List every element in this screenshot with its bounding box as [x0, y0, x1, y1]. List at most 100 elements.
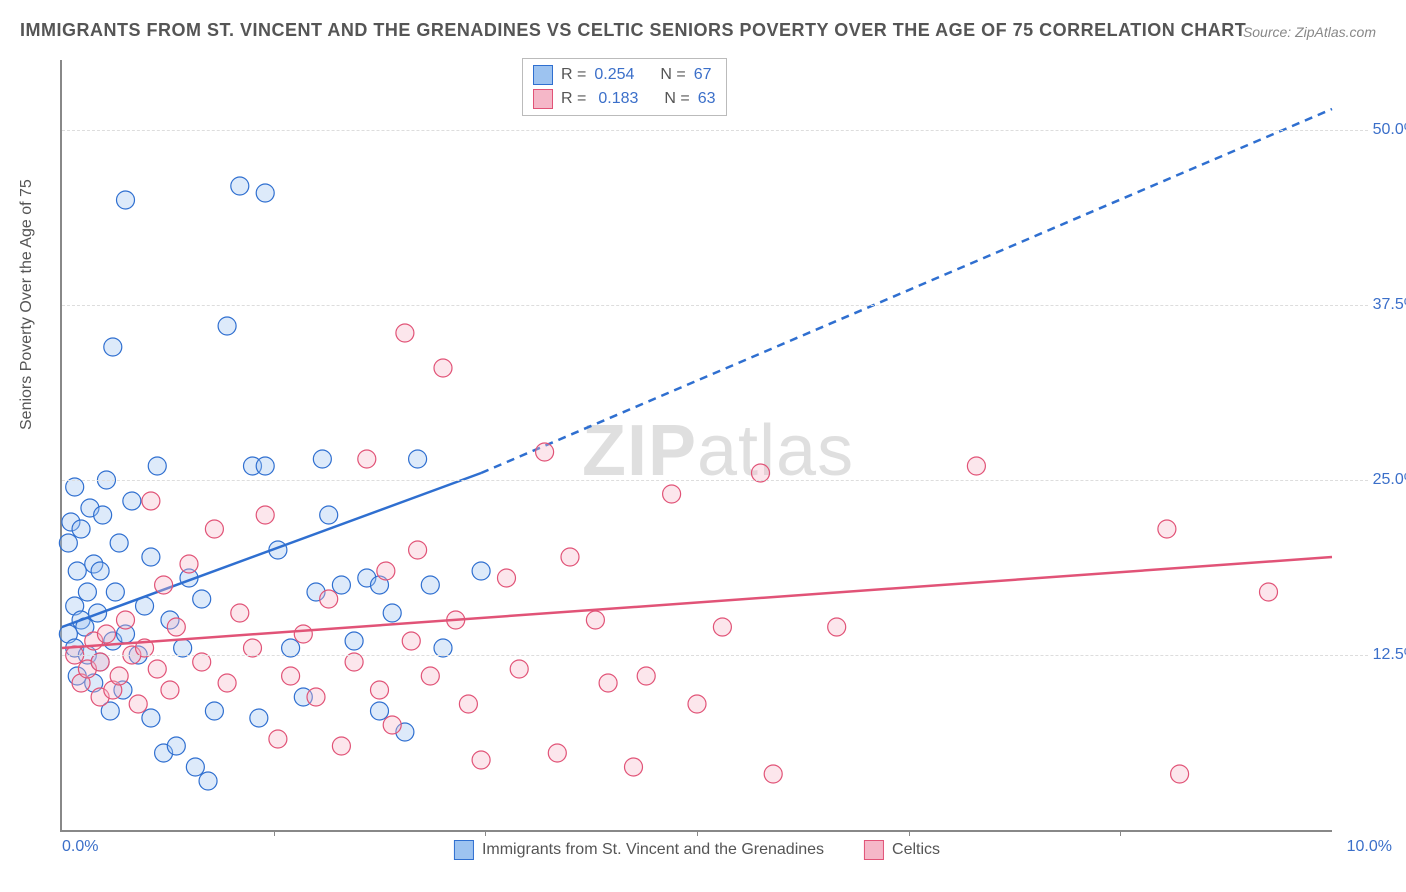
- data-point-celtics: [129, 695, 147, 713]
- data-point-celtics: [459, 695, 477, 713]
- data-point-celtics: [377, 562, 395, 580]
- gridline: [62, 305, 1368, 306]
- y-tick-label: 50.0%: [1338, 121, 1406, 139]
- data-point-celtics: [180, 555, 198, 573]
- x-tick-mark: [1120, 830, 1121, 836]
- data-point-celtics: [713, 618, 731, 636]
- gridline: [62, 130, 1368, 131]
- data-point-immigrants: [320, 506, 338, 524]
- page-title: IMMIGRANTS FROM ST. VINCENT AND THE GREN…: [20, 20, 1246, 41]
- data-point-celtics: [548, 744, 566, 762]
- swatch-celtics: [864, 840, 884, 860]
- data-point-celtics: [117, 611, 135, 629]
- data-point-celtics: [358, 450, 376, 468]
- data-point-celtics: [307, 688, 325, 706]
- data-point-celtics: [599, 674, 617, 692]
- data-point-celtics: [510, 660, 528, 678]
- data-point-immigrants: [91, 562, 109, 580]
- data-point-immigrants: [199, 772, 217, 790]
- data-point-celtics: [1158, 520, 1176, 538]
- data-point-immigrants: [148, 457, 166, 475]
- data-point-immigrants: [68, 562, 86, 580]
- data-point-immigrants: [110, 534, 128, 552]
- data-point-immigrants: [472, 562, 490, 580]
- x-tick-min: 0.0%: [62, 838, 98, 856]
- data-point-immigrants: [256, 184, 274, 202]
- data-point-immigrants: [313, 450, 331, 468]
- legend-item-celtics: Celtics: [864, 840, 940, 860]
- data-point-celtics: [1171, 765, 1189, 783]
- data-point-celtics: [231, 604, 249, 622]
- legend-label: Immigrants from St. Vincent and the Gren…: [482, 841, 824, 859]
- data-point-immigrants: [186, 758, 204, 776]
- data-point-celtics: [218, 674, 236, 692]
- data-point-immigrants: [250, 709, 268, 727]
- data-point-immigrants: [72, 520, 90, 538]
- x-tick-mark: [485, 830, 486, 836]
- y-axis-label: Seniors Poverty Over the Age of 75: [18, 179, 36, 430]
- data-point-celtics: [205, 520, 223, 538]
- data-point-immigrants: [383, 604, 401, 622]
- data-point-celtics: [161, 681, 179, 699]
- data-point-celtics: [967, 457, 985, 475]
- scatter-plot: ZIPatlas R = 0.254 N = 67 R = 0.183 N = …: [60, 60, 1332, 832]
- data-point-immigrants: [371, 702, 389, 720]
- data-point-immigrants: [59, 534, 77, 552]
- data-point-celtics: [764, 765, 782, 783]
- data-point-immigrants: [123, 492, 141, 510]
- data-point-celtics: [97, 625, 115, 643]
- data-point-celtics: [142, 492, 160, 510]
- y-tick-label: 12.5%: [1338, 646, 1406, 664]
- data-point-celtics: [561, 548, 579, 566]
- data-point-celtics: [294, 625, 312, 643]
- data-point-celtics: [155, 576, 173, 594]
- y-tick-label: 37.5%: [1338, 296, 1406, 314]
- data-point-immigrants: [117, 191, 135, 209]
- data-point-immigrants: [421, 576, 439, 594]
- y-tick-label: 25.0%: [1338, 471, 1406, 489]
- data-point-celtics: [282, 667, 300, 685]
- data-point-celtics: [269, 730, 287, 748]
- data-point-celtics: [637, 667, 655, 685]
- x-tick-mark: [697, 830, 698, 836]
- data-point-celtics: [320, 590, 338, 608]
- data-point-celtics: [421, 667, 439, 685]
- data-point-immigrants: [409, 450, 427, 468]
- data-point-immigrants: [193, 590, 211, 608]
- legend-item-immigrants: Immigrants from St. Vincent and the Gren…: [454, 840, 824, 860]
- data-point-immigrants: [78, 583, 96, 601]
- data-point-immigrants: [345, 632, 363, 650]
- source-value: ZipAtlas.com: [1295, 24, 1376, 40]
- gridline: [62, 480, 1368, 481]
- data-point-celtics: [536, 443, 554, 461]
- data-point-celtics: [332, 737, 350, 755]
- data-point-celtics: [148, 660, 166, 678]
- data-point-celtics: [409, 541, 427, 559]
- data-point-celtics: [383, 716, 401, 734]
- x-tick-max: 10.0%: [1347, 838, 1392, 856]
- data-point-celtics: [586, 611, 604, 629]
- legend-label: Celtics: [892, 841, 940, 859]
- data-point-celtics: [498, 569, 516, 587]
- data-point-celtics: [663, 485, 681, 503]
- data-point-celtics: [625, 758, 643, 776]
- regression-line-celtics: [62, 557, 1332, 648]
- data-point-celtics: [472, 751, 490, 769]
- data-point-immigrants: [218, 317, 236, 335]
- data-point-celtics: [828, 618, 846, 636]
- data-point-celtics: [434, 359, 452, 377]
- data-point-celtics: [402, 632, 420, 650]
- swatch-immigrants: [454, 840, 474, 860]
- data-point-immigrants: [94, 506, 112, 524]
- data-point-immigrants: [332, 576, 350, 594]
- source-attribution: Source: ZipAtlas.com: [1243, 24, 1376, 40]
- data-point-immigrants: [142, 548, 160, 566]
- data-point-celtics: [371, 681, 389, 699]
- data-point-celtics: [167, 618, 185, 636]
- data-point-celtics: [396, 324, 414, 342]
- regression-line-dash-immigrants: [481, 109, 1332, 473]
- chart-svg: [62, 60, 1332, 830]
- data-point-immigrants: [167, 737, 185, 755]
- data-point-immigrants: [205, 702, 223, 720]
- data-point-immigrants: [231, 177, 249, 195]
